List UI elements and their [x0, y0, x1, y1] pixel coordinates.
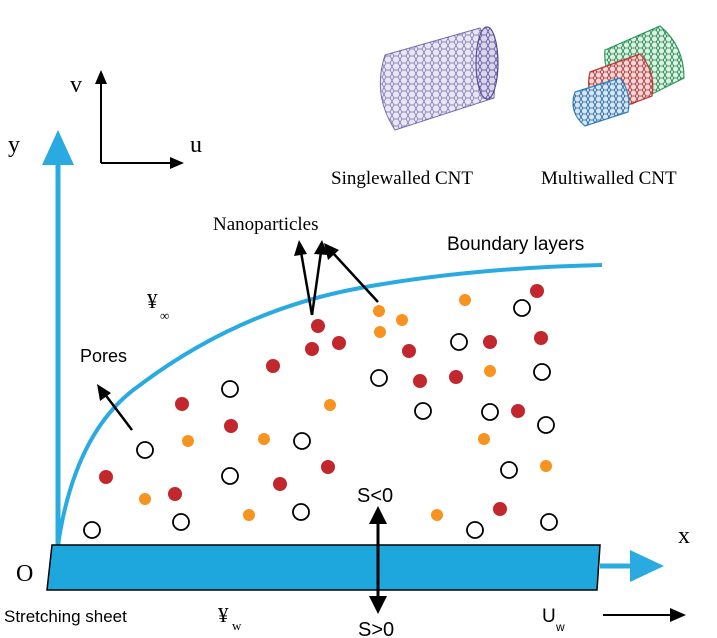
orange-nanoparticle [459, 294, 471, 306]
uv-reference-axes: v u [70, 70, 202, 169]
orange-nanoparticle [396, 314, 408, 326]
nanoparticles-label: Nanoparticles [213, 214, 319, 235]
pore [172, 513, 190, 531]
multiwalled-cnt-illustration [572, 25, 685, 127]
red-nanoparticle [168, 487, 182, 501]
orange-nanoparticle [540, 460, 552, 472]
orange-nanoparticle [182, 435, 194, 447]
wall-velocity-symbol: U w [542, 606, 565, 634]
orange-nanoparticle [258, 433, 270, 445]
pore [292, 503, 310, 521]
pore [450, 333, 468, 351]
u-w-symbol: U [542, 606, 556, 627]
red-nanoparticle [511, 404, 525, 418]
orange-nanoparticle [374, 326, 386, 338]
suction-label: S<0 [357, 485, 393, 507]
u-w-subscript: w [555, 620, 565, 634]
singlewalled-cnt-caption: Singlewalled CNT [331, 168, 473, 189]
pore [370, 369, 388, 387]
origin-label: O [16, 561, 33, 587]
stretching-sheet [46, 544, 664, 591]
orange-nanoparticles-group [139, 294, 552, 521]
x-axis-label: x [678, 523, 690, 549]
orange-nanoparticle [324, 399, 336, 411]
u-arrowhead [170, 157, 184, 169]
pore [221, 467, 239, 485]
orange-nanoparticle [373, 305, 385, 317]
pore [540, 513, 558, 531]
red-nanoparticle [493, 502, 507, 516]
pore [533, 363, 551, 381]
orange-nanoparticle [478, 433, 490, 445]
red-nanoparticle [530, 284, 544, 298]
red-nanoparticle [413, 374, 427, 388]
red-nanoparticle [534, 331, 548, 345]
t-w-subscript: w [232, 618, 242, 633]
pore [466, 521, 484, 539]
red-nanoparticle [175, 397, 189, 411]
red-nanoparticle [449, 370, 463, 384]
red-nanoparticle [224, 419, 238, 433]
pores-pointer-arrow [97, 384, 133, 431]
boundary-layers-label: Boundary layers [447, 234, 584, 255]
u-label: u [190, 132, 202, 158]
pore [221, 380, 239, 398]
orange-nanoparticle [484, 365, 496, 377]
pores-group [83, 299, 558, 539]
pore [136, 441, 154, 459]
nanoparticle-pointer-arrows [294, 240, 379, 316]
stretching-sheet-label: Stretching sheet [4, 607, 127, 626]
orange-nanoparticle [243, 509, 255, 521]
red-nanoparticle [483, 335, 497, 349]
y-axis [42, 130, 74, 555]
red-nanoparticle [99, 470, 113, 484]
pore [293, 432, 311, 450]
wall-velocity-arrow [603, 608, 686, 622]
suction-injection-arrow [369, 506, 387, 614]
wall-temperature-symbol: ¥ w [218, 603, 242, 633]
v-label: v [70, 72, 82, 98]
red-nanoparticle [273, 477, 287, 491]
injection-label: S>0 [358, 619, 394, 638]
red-nanoparticle [305, 342, 319, 356]
pore [414, 402, 432, 420]
t-w-symbol: ¥ [218, 603, 229, 627]
pores-label: Pores [80, 346, 127, 366]
stretching-sheet-body [46, 544, 601, 591]
red-nanoparticle [321, 460, 335, 474]
t-inf-symbol: ¥ [147, 289, 158, 313]
y-axis-arrowhead [42, 130, 74, 165]
boundary-layer-curve [56, 263, 603, 546]
red-nanoparticle [311, 319, 325, 333]
pore [513, 299, 531, 317]
pore [481, 403, 499, 421]
x-axis-arrowhead [630, 550, 664, 582]
orange-nanoparticle [139, 493, 151, 505]
pore [83, 521, 101, 539]
red-nanoparticle [332, 336, 346, 350]
red-nanoparticle [266, 359, 280, 373]
singlewalled-cnt-illustration [379, 26, 499, 131]
ambient-temperature-symbol: ¥ ∞ [147, 289, 169, 323]
multiwalled-cnt-caption: Multiwalled CNT [541, 168, 677, 189]
pore [537, 416, 555, 434]
v-arrowhead [95, 70, 107, 84]
orange-nanoparticle [431, 509, 443, 521]
y-axis-label: y [8, 132, 20, 158]
t-inf-subscript: ∞ [160, 308, 169, 323]
red-nanoparticles-group [99, 284, 548, 516]
pore [500, 461, 518, 479]
red-nanoparticle [402, 344, 416, 358]
